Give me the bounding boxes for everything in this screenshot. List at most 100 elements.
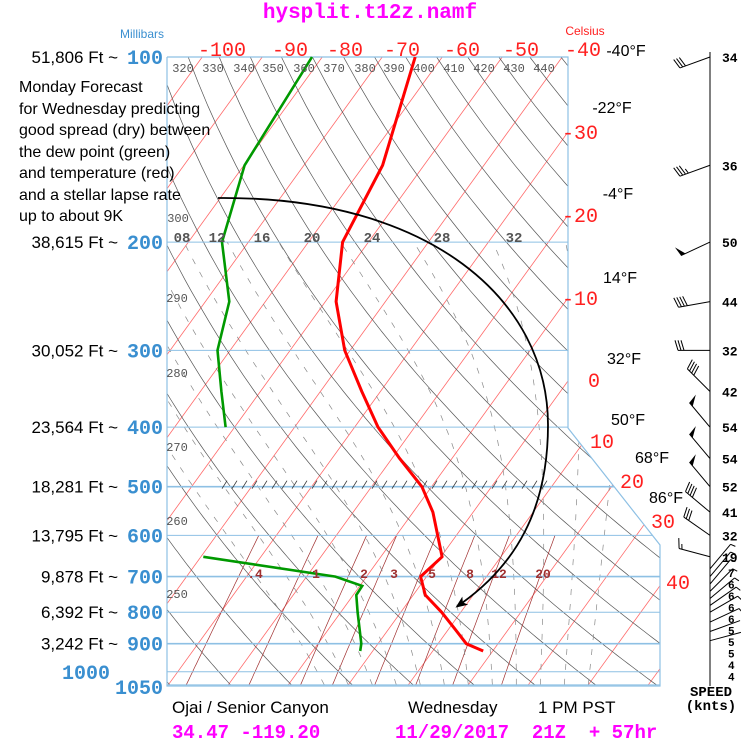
wind-barb-half-feather [732,568,738,572]
wind-speed-label: 50 [722,236,738,251]
annotation-line: and a stellar lapse rate [19,187,181,204]
altitude-label: 23,564 Ft ~ [32,418,119,437]
temperature-tick-right: -30 [562,123,598,146]
sounding-profiles [203,56,484,653]
time-label: 1 PM PST [538,698,615,717]
dry-adiabat-label: 350 [262,62,284,76]
wind-barb-feather [687,483,693,494]
mixing-ratio-label: 2 [360,567,368,582]
annotation-line: good spread (dry) between [19,122,210,139]
hatch-mark [331,480,338,489]
pressure-tick: 900 [127,635,163,658]
moist-adiabat-line [167,241,397,685]
wind-speed-label: 6 [728,592,735,604]
coords-label: 34.47 -119.20 [172,722,320,741]
location-label: Ojai / Senior Canyon [172,698,329,717]
dry-adiabat-line [405,57,660,686]
wind-barb-shaft [709,586,737,606]
hatch-mark [241,480,248,489]
wind-speed-label: 42 [722,385,738,400]
dry-adiabat-label: 430 [503,62,525,76]
mixing-ratio-line [415,535,476,685]
moist-adiabat-label: 16 [254,231,271,247]
dry-adiabat-label: 330 [202,62,224,76]
annotation-line: Monday Forecast [19,79,143,96]
mixing-ratio-line [452,535,510,685]
moist-adiabat-label: 20 [304,231,321,247]
dry-adiabat-line [529,57,660,686]
altitude-label: 51,806 Ft ~ [32,48,119,67]
dry-adiabat-line [281,57,660,686]
wind-barb-shaft [679,56,711,69]
dry-adiabat-line [167,57,231,686]
mixing-ratio-label: 12 [491,567,507,582]
fahrenheit-label: -4°F [603,186,634,203]
wind-barb-shaft [709,608,740,623]
hatch-mark [271,480,278,489]
isotherm-line [467,57,660,686]
hatch-mark [491,480,498,489]
wind-barb-shaft [683,516,711,536]
moist-adiabat-line [183,241,421,685]
wind-barb-pennant [689,454,696,467]
wind-barb-shaft [709,595,738,613]
wind-barb-shaft [689,461,711,488]
dry-adiabat-label: 410 [443,62,465,76]
moist-adiabat-label: 32 [506,231,523,247]
hatch-mark [371,480,378,489]
temperature-tick-right: -10 [562,289,598,312]
wind-barb-feather [685,508,690,519]
altitude-label: 18,281 Ft ~ [32,478,119,497]
temperature-tick-top: -80 [327,40,363,63]
moist-adiabat-line [492,241,545,685]
fahrenheit-label: 68°F [635,450,669,467]
dry-adiabat-label: 340 [233,62,255,76]
dry-adiabat-line [167,57,475,686]
dry-adiabat-line [167,57,292,686]
hatch-mark [311,480,318,489]
dry-adiabat-label: 280 [166,367,188,381]
wind-barb-feather [678,165,686,175]
pressure-tick: 200 [127,233,163,256]
wind-speed-label: 54 [722,453,738,468]
altitude-label: 9,878 Ft ~ [41,568,118,587]
moist-adiabat-line [278,241,469,685]
temperature-line [334,56,484,653]
hatch-mark [291,480,298,489]
wind-barb-feather [693,365,700,376]
wind-barb-feather [676,58,684,68]
dry-adiabat-label: 270 [166,441,188,455]
hatch-mark [321,480,328,489]
wind-barb-feather [686,359,693,370]
temperature-tick-top: -40 [565,40,601,63]
mixing-ratio-label: 3 [390,567,398,582]
wind-speed-label: 32 [722,529,738,544]
pressure-tick: 600 [127,526,163,549]
dry-adiabat-line [312,57,660,686]
wind-barb-half-feather [734,577,740,582]
wind-barb-feather [682,296,688,306]
fahrenheit-label: -22°F [592,100,632,117]
temperature-tick-top: -60 [444,40,480,63]
moist-adiabat-label: 12 [209,231,226,247]
isotherm-line [167,57,503,686]
wind-barb-half-feather [730,543,736,547]
dry-adiabat-line [249,57,660,686]
wind-speed-label: 6 [728,581,735,593]
dry-adiabat-label: 420 [473,62,495,76]
moist-adiabat-line [340,241,493,685]
wind-barb-feather [689,361,695,372]
annotation-line: and temperature (red) [19,165,175,182]
isotherm-line [227,57,660,686]
wind-barb-half-feather [684,168,689,174]
axis-labels: -100 -90 -80 -70 -60 -50 -40-30-20-10010203040… [32,40,690,701]
temperature-tick-top: -50 [503,40,539,63]
dry-adiabat-line [218,57,660,686]
dry-adiabat-line [467,57,660,686]
wind-barb-feather [673,59,681,69]
hatch-mark [481,480,488,489]
moist-adiabat-line [226,241,445,685]
fahrenheit-label: 50°F [611,412,645,429]
wind-barb-shaft [678,548,711,558]
wind-speed-label: 5 [728,638,735,650]
